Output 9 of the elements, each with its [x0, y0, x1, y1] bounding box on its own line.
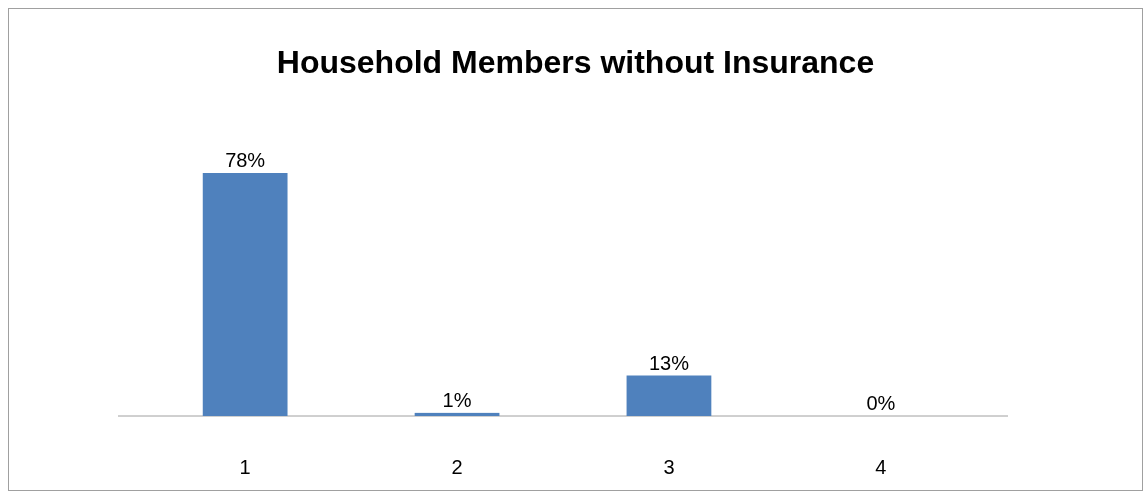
x-tick-label: 4	[875, 456, 887, 478]
x-tick-label: 1	[239, 456, 251, 478]
data-label: 0%	[866, 392, 896, 414]
x-tick-label: 2	[451, 456, 463, 478]
chart-title: Household Members without Insurance	[276, 44, 875, 80]
x-tick-label: 3	[663, 456, 675, 478]
data-label: 13%	[648, 351, 690, 374]
data-label: 1%	[442, 388, 472, 411]
data-label: 78%	[225, 149, 266, 171]
